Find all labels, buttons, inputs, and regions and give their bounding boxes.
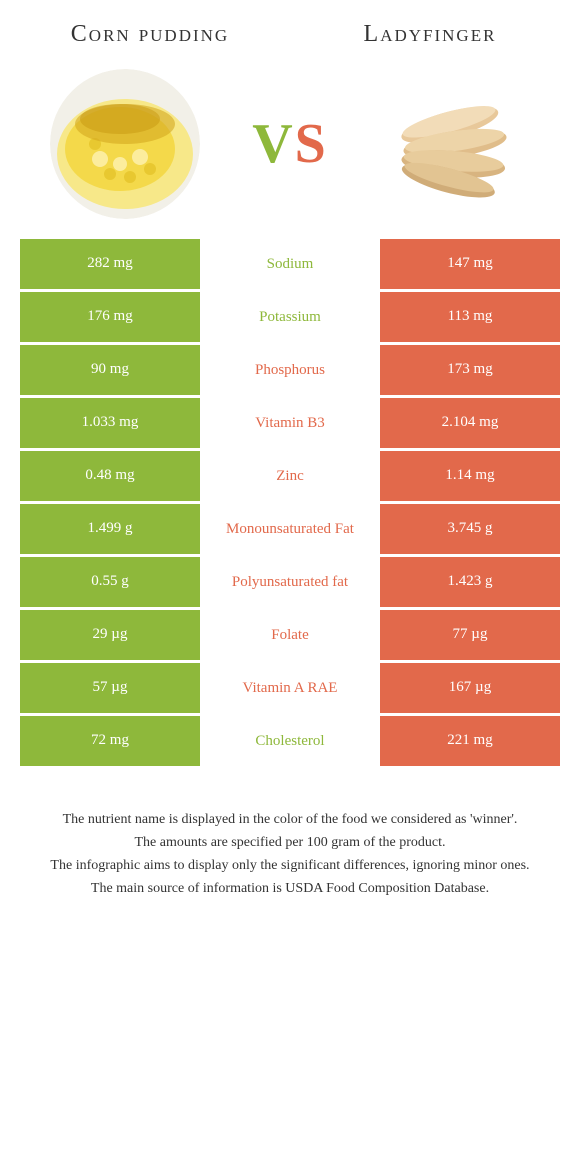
left-value: 29 µg [20,610,200,660]
left-value: 1.033 mg [20,398,200,448]
left-value: 90 mg [20,345,200,395]
left-value: 176 mg [20,292,200,342]
footnote-line: The nutrient name is displayed in the co… [30,809,550,830]
nutrient-label: Sodium [200,239,380,289]
vs-label: VS [252,112,328,176]
table-row: 90 mgPhosphorus173 mg [20,345,560,395]
right-value: 173 mg [380,345,560,395]
right-food-title: Ladyfinger [330,20,530,49]
left-value: 282 mg [20,239,200,289]
left-food-image [50,69,200,219]
nutrient-label: Cholesterol [200,716,380,766]
nutrient-label: Folate [200,610,380,660]
table-row: 282 mgSodium147 mg [20,239,560,289]
right-value: 113 mg [380,292,560,342]
left-food-title: Corn pudding [50,20,250,49]
left-value: 0.55 g [20,557,200,607]
nutrient-label: Vitamin B3 [200,398,380,448]
nutrient-label: Monounsaturated Fat [200,504,380,554]
left-value: 72 mg [20,716,200,766]
table-row: 57 µgVitamin A RAE167 µg [20,663,560,713]
footnotes: The nutrient name is displayed in the co… [0,769,580,921]
right-value: 1.423 g [380,557,560,607]
right-value: 147 mg [380,239,560,289]
left-value: 1.499 g [20,504,200,554]
table-row: 0.48 mgZinc1.14 mg [20,451,560,501]
table-row: 176 mgPotassium113 mg [20,292,560,342]
table-row: 29 µgFolate77 µg [20,610,560,660]
footnote-line: The infographic aims to display only the… [30,855,550,876]
comparison-table: 282 mgSodium147 mg176 mgPotassium113 mg9… [20,239,560,766]
right-value: 2.104 mg [380,398,560,448]
right-value: 1.14 mg [380,451,560,501]
right-value: 221 mg [380,716,560,766]
left-value: 0.48 mg [20,451,200,501]
vs-v-letter: V [252,113,294,175]
left-value: 57 µg [20,663,200,713]
right-value: 3.745 g [380,504,560,554]
table-row: 1.499 gMonounsaturated Fat3.745 g [20,504,560,554]
nutrient-label: Zinc [200,451,380,501]
nutrient-label: Polyunsaturated fat [200,557,380,607]
right-value: 167 µg [380,663,560,713]
table-row: 0.55 gPolyunsaturated fat1.423 g [20,557,560,607]
nutrient-label: Phosphorus [200,345,380,395]
footnote-line: The amounts are specified per 100 gram o… [30,832,550,853]
nutrient-label: Potassium [200,292,380,342]
right-food-image [380,69,530,219]
nutrient-label: Vitamin A RAE [200,663,380,713]
table-row: 72 mgCholesterol221 mg [20,716,560,766]
header: Corn pudding Ladyfinger [0,0,580,59]
vs-s-letter: S [295,113,328,175]
footnote-line: The main source of information is USDA F… [30,878,550,899]
table-row: 1.033 mgVitamin B32.104 mg [20,398,560,448]
images-row: VS [0,59,580,239]
right-value: 77 µg [380,610,560,660]
